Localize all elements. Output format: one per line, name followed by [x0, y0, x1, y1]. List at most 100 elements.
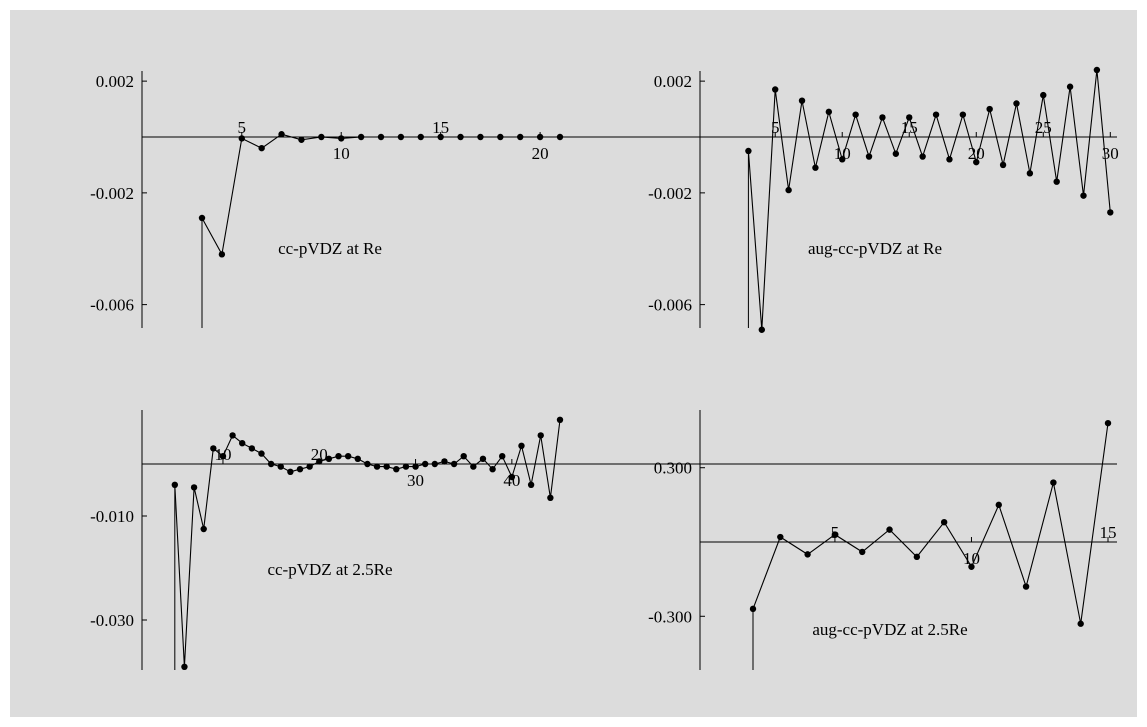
series-line: [752, 423, 1109, 624]
data-point: [1026, 170, 1034, 177]
data-point: [277, 463, 284, 470]
y-tick-label: -0.300: [648, 607, 692, 626]
data-point: [831, 531, 839, 538]
data-point: [354, 455, 361, 462]
data-point: [537, 432, 544, 439]
data-point: [1080, 192, 1087, 199]
panel-title: cc-pVDZ at Re: [278, 239, 382, 258]
data-point: [919, 153, 926, 160]
data-point: [499, 453, 506, 460]
data-point: [973, 158, 980, 166]
x-tick-label: 15: [432, 118, 449, 137]
data-point: [879, 114, 886, 121]
data-point: [517, 133, 524, 141]
x-tick-label: 30: [407, 471, 424, 490]
data-point: [527, 481, 535, 488]
chart-panel-3: -0.010 -0.030 10 20 30 40 cc-pVDZ at 2.5Re: [90, 410, 1117, 670]
data-point: [267, 460, 275, 468]
x-tick-label: 20: [532, 144, 549, 163]
data-point: [477, 133, 484, 141]
data-point: [749, 605, 757, 613]
data-point: [906, 114, 913, 121]
data-point: [508, 473, 516, 481]
data-point: [238, 135, 245, 142]
data-point: [457, 133, 464, 141]
data-point: [402, 463, 410, 470]
data-point: [777, 533, 784, 541]
panel-title: aug-cc-pVDZ at 2.5Re: [812, 620, 967, 639]
data-point: [219, 453, 227, 460]
data-point: [968, 563, 975, 570]
data-point: [745, 147, 752, 155]
chart-panel-2: 0.002-0.002-0.00651015202530aug-cc-pVDZ …: [648, 66, 1119, 333]
x-tick-label: 5: [771, 118, 780, 137]
data-point: [393, 466, 400, 473]
y-tick-label: -0.030: [90, 611, 134, 630]
data-point: [946, 156, 953, 163]
data-point: [772, 86, 779, 93]
data-point: [258, 450, 265, 457]
data-point: [190, 484, 198, 491]
chart-panel-1: 0.002 -0.002 -0.006 5 10 15 20 cc-pVDZ at Re: [90, 71, 1117, 328]
data-point: [1013, 100, 1020, 107]
data-point: [338, 135, 345, 142]
data-point: [1066, 83, 1074, 90]
data-point: [497, 133, 504, 141]
data-point: [412, 463, 419, 470]
y-tick-label: -0.006: [648, 296, 692, 315]
data-point: [995, 501, 1002, 509]
data-point: [892, 150, 900, 157]
data-point: [373, 463, 381, 470]
series-line: [747, 69, 1111, 330]
data-point: [344, 453, 352, 460]
data-point: [1050, 479, 1057, 486]
data-point: [198, 214, 206, 222]
data-point: [200, 525, 207, 533]
panel-title: cc-pVDZ at 2.5Re: [267, 560, 392, 579]
data-point: [758, 326, 766, 333]
data-point: [785, 186, 792, 194]
data-point: [421, 460, 429, 468]
data-point: [460, 453, 467, 460]
data-point: [437, 133, 444, 141]
x-tick-label: 10: [963, 549, 980, 568]
data-point: [812, 164, 819, 171]
data-point: [825, 108, 833, 116]
x-tick-label: 30: [1102, 144, 1119, 163]
y-tick-label: 0.002: [96, 72, 134, 91]
data-point: [1104, 419, 1112, 427]
data-point: [296, 466, 304, 473]
data-point: [298, 136, 305, 143]
y-tick-label: 0.300: [654, 459, 692, 478]
data-point: [171, 481, 179, 488]
data-point: [335, 453, 342, 460]
data-point: [556, 133, 564, 141]
data-point: [839, 156, 846, 163]
chart-panel-4: 0.300-0.30051015aug-cc-pVDZ at 2.5Re: [648, 410, 1117, 670]
data-point: [470, 463, 477, 470]
data-point: [1040, 91, 1047, 99]
data-point: [218, 251, 226, 258]
data-point: [316, 458, 323, 465]
y-tick-label: 0.002: [654, 72, 692, 91]
data-point: [489, 466, 496, 473]
y-tick-label: -0.002: [648, 184, 692, 203]
data-point: [397, 133, 405, 141]
data-point: [479, 455, 487, 462]
data-point: [248, 445, 256, 452]
data-point: [441, 458, 448, 465]
data-point: [210, 445, 217, 452]
plot-grid: 0.002 -0.002 -0.006 5 10 15 20 cc-pVDZ at Re 0.0…: [90, 66, 1119, 670]
data-point: [364, 460, 371, 468]
data-point: [865, 153, 873, 160]
data-point: [431, 460, 439, 468]
data-point: [383, 463, 390, 470]
figure-background: 0.002 -0.002 -0.006 5 10 15 20 cc-pVDZ at Re 0.0…: [10, 10, 1137, 717]
data-point: [1093, 66, 1101, 74]
data-point: [258, 144, 265, 152]
data-point: [239, 440, 246, 447]
data-point: [1107, 209, 1114, 216]
data-point: [804, 551, 811, 558]
x-tick-label: 40: [503, 471, 520, 490]
x-tick-label: 5: [238, 118, 247, 137]
